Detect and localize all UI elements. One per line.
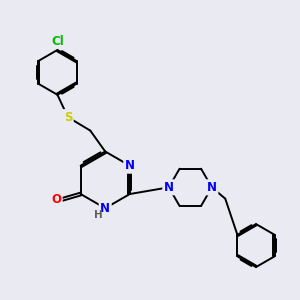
Text: N: N [100,202,110,215]
Text: S: S [64,111,72,124]
Text: N: N [125,159,135,172]
Text: H: H [94,210,103,220]
Text: Cl: Cl [51,34,64,47]
Text: O: O [51,193,61,206]
Text: N: N [207,181,217,194]
Text: N: N [164,181,174,194]
